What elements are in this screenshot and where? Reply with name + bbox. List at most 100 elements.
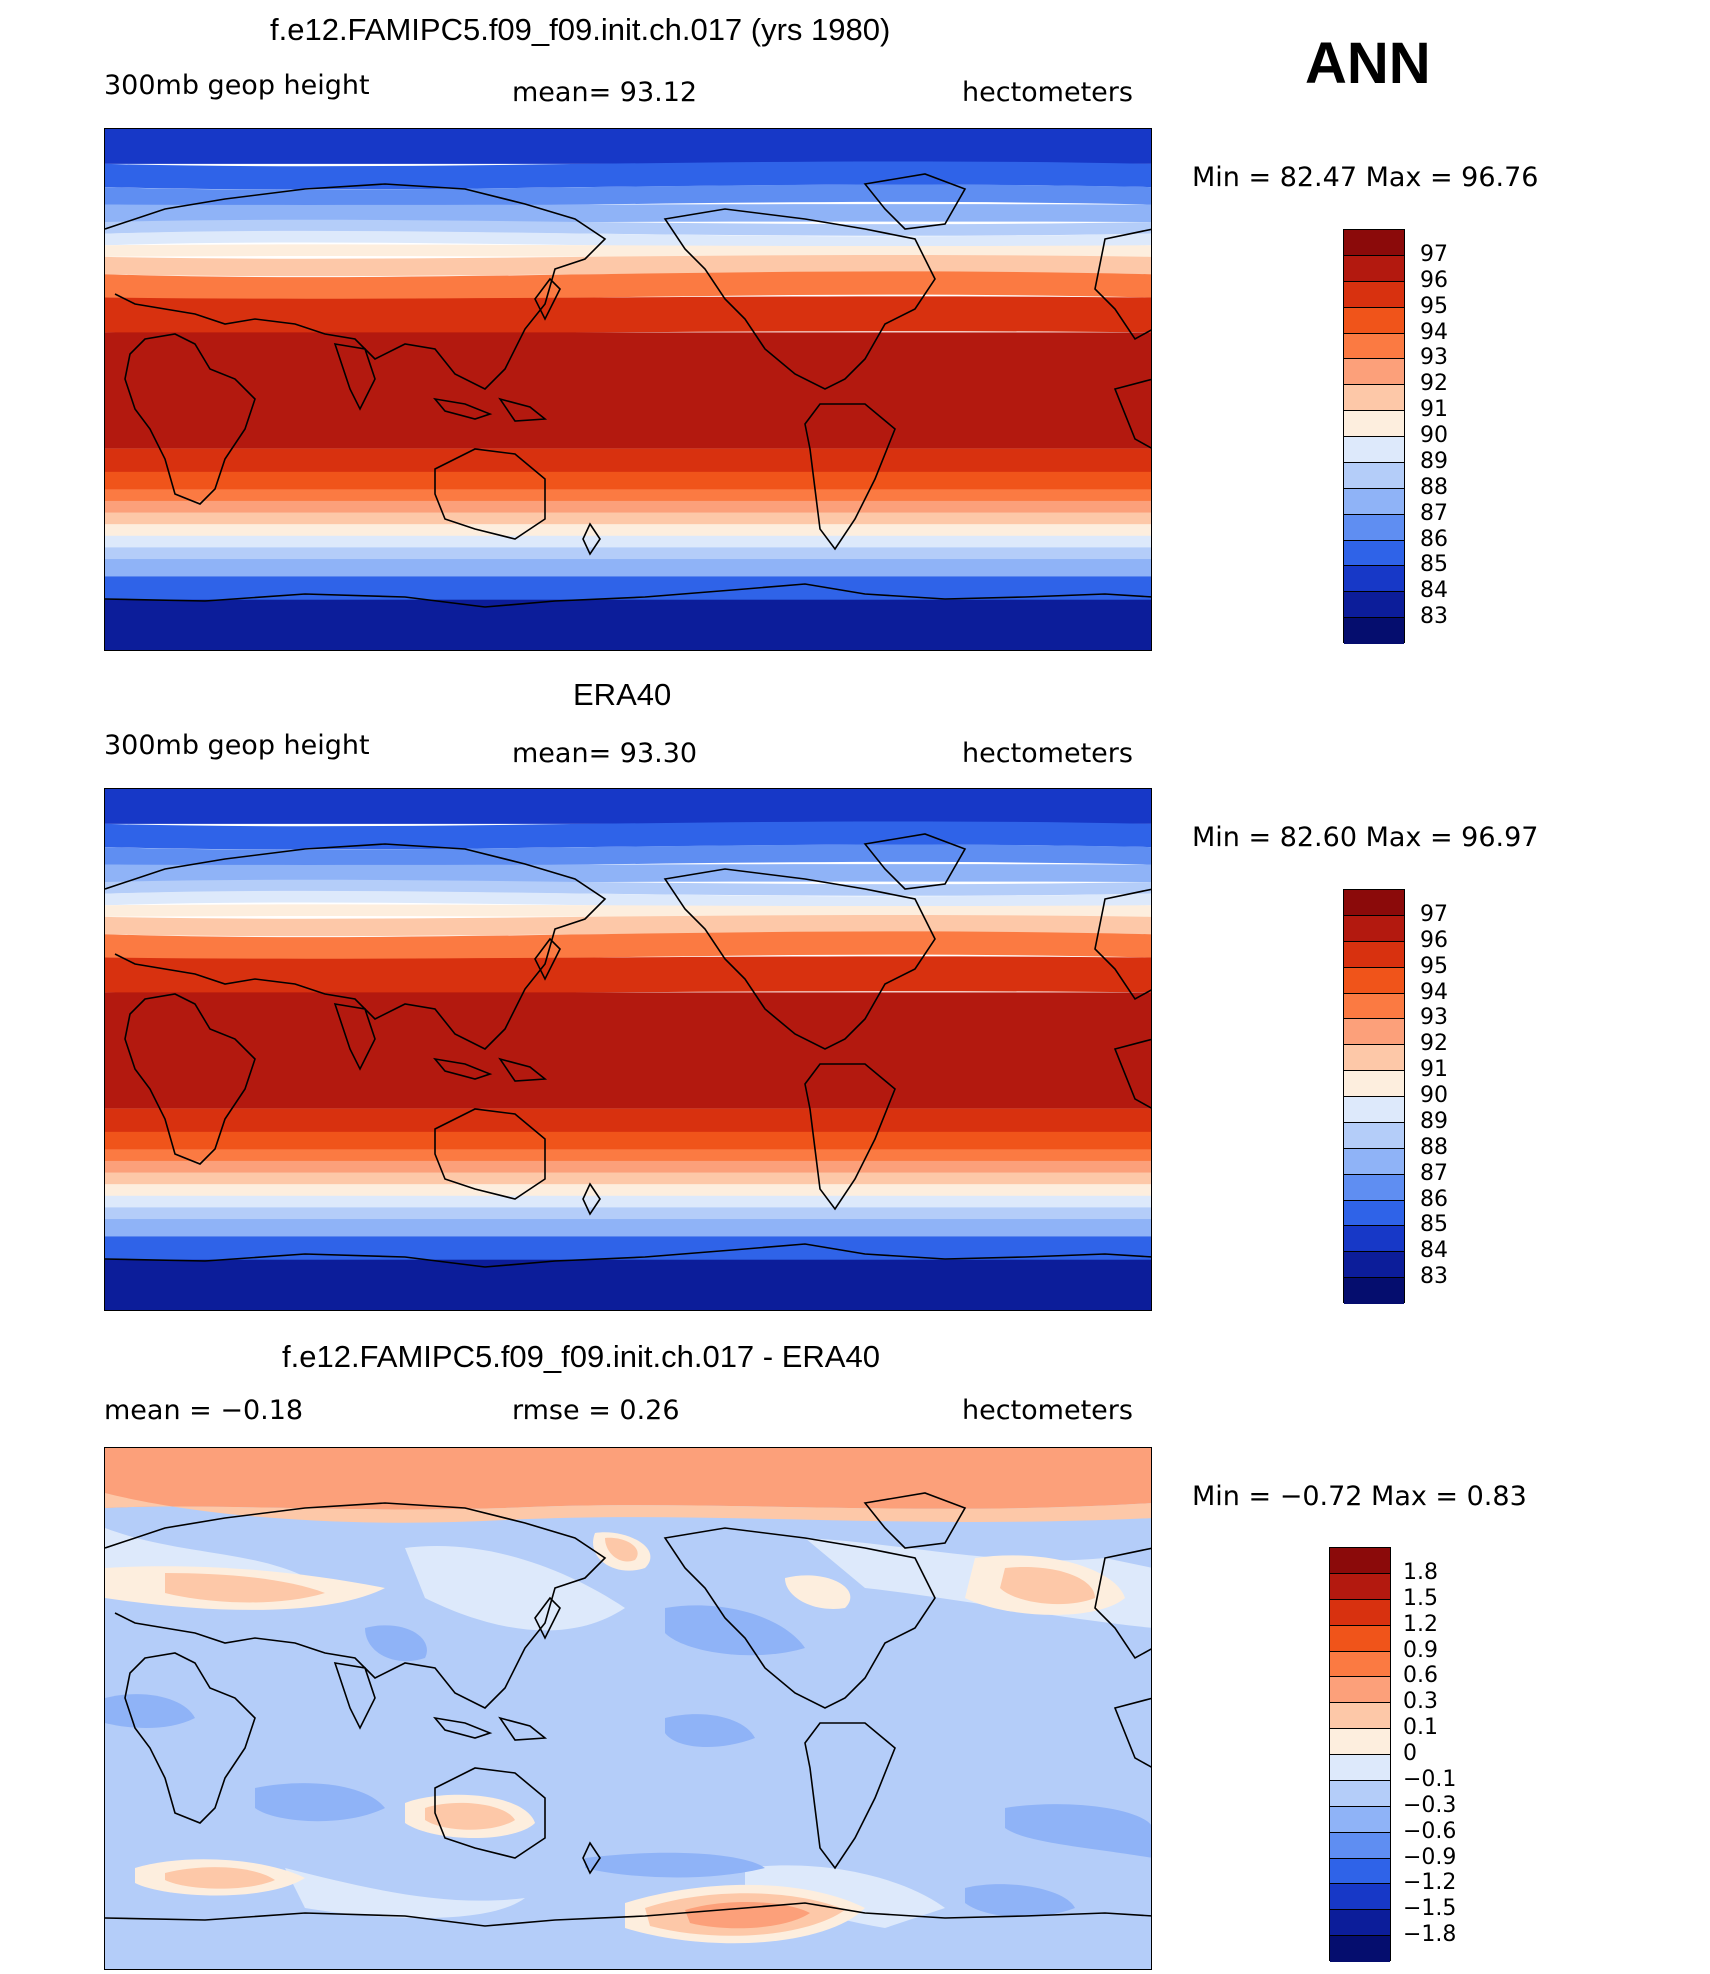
colorbar-swatch (1344, 437, 1404, 463)
colorbar-tick-label: 91 (1420, 397, 1448, 423)
colorbar-swatch (1344, 1148, 1404, 1175)
colorbar-tick-label: 89 (1420, 1108, 1448, 1134)
colorbar-swatch (1330, 1884, 1390, 1911)
colorbar-swatch (1344, 462, 1404, 489)
colorbar-swatch (1330, 1677, 1390, 1704)
panel-3-map (104, 1447, 1152, 1970)
panel-2-minmax: Min = 82.60 Max = 96.97 (1192, 822, 1539, 853)
contour-bands (105, 129, 1151, 650)
colorbar-tick-label: 92 (1420, 371, 1448, 397)
contour-bands (105, 1448, 1151, 1969)
panel-1-title: f.e12.FAMIPC5.f09_f09.init.ch.017 (yrs 1… (270, 12, 891, 47)
colorbar-swatch (1330, 1858, 1390, 1885)
colorbar-swatch (1344, 333, 1404, 360)
colorbar-swatch (1330, 1548, 1390, 1574)
colorbar-swatch (1344, 941, 1404, 968)
colorbar-swatch (1330, 1703, 1390, 1730)
panel-2-map (104, 788, 1152, 1311)
colorbar-swatch (1344, 281, 1404, 308)
colorbar-tick-label: 0 (1403, 1741, 1417, 1766)
colorbar-swatch (1330, 1755, 1390, 1781)
colorbar-swatch (1330, 1780, 1390, 1807)
colorbar-swatch (1330, 1910, 1390, 1937)
colorbar-swatch (1344, 1045, 1404, 1072)
colorbar-swatch (1330, 1936, 1390, 1962)
colorbar-tick-label: 0.6 (1403, 1663, 1438, 1689)
colorbar-tick-label: 88 (1420, 1134, 1448, 1160)
colorbar-swatch (1344, 915, 1404, 942)
panel-3-rmse-label: rmse = 0.26 (512, 1395, 680, 1426)
panel-1-minmax: Min = 82.47 Max = 96.76 (1192, 162, 1539, 193)
colorbar-tick-label: 96 (1420, 927, 1448, 953)
colorbar-swatch (1330, 1573, 1390, 1600)
colorbar-tick-label: 87 (1420, 500, 1448, 526)
colorbar-swatch (1344, 566, 1404, 593)
colorbar-tick-label: 97 (1420, 241, 1448, 267)
panel-3-title: f.e12.FAMIPC5.f09_f09.init.ch.017 - ERA4… (282, 1339, 880, 1374)
panel-3-colorbar (1329, 1547, 1391, 1962)
panel-1-variable-label: 300mb geop height (104, 70, 370, 101)
colorbar-swatch (1344, 307, 1404, 334)
colorbar-tick-label: −0.9 (1403, 1844, 1457, 1870)
colorbar-swatch (1344, 1278, 1404, 1304)
colorbar-tick-label: 87 (1420, 1160, 1448, 1186)
colorbar-tick-label: −0.3 (1403, 1792, 1457, 1818)
colorbar-swatch (1344, 1252, 1404, 1279)
colorbar-tick-label: 89 (1420, 448, 1448, 474)
colorbar-swatch (1344, 592, 1404, 619)
panel-3-units-label: hectometers (962, 1395, 1133, 1426)
colorbar-tick-label: 1.8 (1403, 1559, 1438, 1585)
colorbar-tick-label: −1.2 (1403, 1870, 1457, 1896)
colorbar-tick-label: 0.9 (1403, 1637, 1438, 1663)
colorbar-tick-label: 84 (1420, 578, 1448, 604)
colorbar-swatch (1344, 411, 1404, 437)
colorbar-tick-label: 96 (1420, 267, 1448, 293)
colorbar-swatch (1344, 618, 1404, 644)
colorbar-swatch (1330, 1729, 1390, 1755)
colorbar-tick-label: 93 (1420, 345, 1448, 371)
colorbar-tick-label: −0.6 (1403, 1818, 1457, 1844)
colorbar-tick-label: 94 (1420, 319, 1448, 345)
panel-1-units-label: hectometers (962, 77, 1133, 108)
coastlines (105, 1492, 1151, 1927)
colorbar-tick-label: 90 (1420, 1083, 1448, 1108)
colorbar-swatch (1344, 488, 1404, 515)
colorbar-swatch (1344, 230, 1404, 256)
colorbar-swatch (1344, 1226, 1404, 1253)
colorbar-swatch (1330, 1651, 1390, 1678)
panel-2-mean-label: mean= 93.30 (512, 738, 698, 769)
colorbar-tick-label: −1.8 (1403, 1922, 1457, 1948)
colorbar-swatch (1330, 1599, 1390, 1626)
colorbar-tick-label: 86 (1420, 526, 1448, 552)
colorbar-tick-label: 92 (1420, 1031, 1448, 1057)
colorbar-tick-label: −1.5 (1403, 1896, 1457, 1922)
colorbar-tick-label: 0.1 (1403, 1715, 1438, 1741)
colorbar-swatch (1344, 540, 1404, 567)
colorbar-swatch (1344, 1174, 1404, 1201)
colorbar-tick-label: 1.5 (1403, 1585, 1438, 1611)
colorbar-tick-label: 90 (1420, 423, 1448, 448)
colorbar-swatch (1344, 1200, 1404, 1227)
colorbar-swatch (1344, 1019, 1404, 1046)
coastlines (105, 173, 1151, 608)
colorbar-tick-label: 0.3 (1403, 1689, 1438, 1715)
colorbar-swatch (1344, 967, 1404, 994)
colorbar-tick-label: 1.2 (1403, 1611, 1438, 1637)
colorbar-swatch (1344, 1097, 1404, 1123)
colorbar-tick-label: 83 (1420, 1264, 1448, 1290)
coastlines (105, 833, 1151, 1268)
panel-2-title: ERA40 (573, 677, 672, 712)
colorbar-tick-label: 94 (1420, 979, 1448, 1005)
colorbar-tick-label: 93 (1420, 1005, 1448, 1031)
colorbar-swatch (1344, 993, 1404, 1020)
colorbar-swatch (1344, 890, 1404, 916)
colorbar-tick-label: 85 (1420, 1212, 1448, 1238)
colorbar-swatch (1344, 1071, 1404, 1097)
colorbar-swatch (1344, 514, 1404, 541)
colorbar-tick-label: 88 (1420, 474, 1448, 500)
colorbar-tick-label: 83 (1420, 604, 1448, 630)
panel-3-mean-label: mean = −0.18 (104, 1395, 304, 1426)
colorbar-tick-label: −0.1 (1403, 1766, 1457, 1792)
season-label: ANN (1305, 31, 1431, 96)
panel-2-units-label: hectometers (962, 738, 1133, 769)
